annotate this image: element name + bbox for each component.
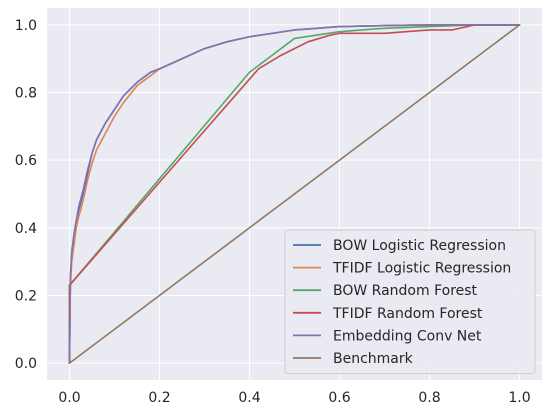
tick-labels: 0.0 0.2 0.4 0.6 0.8 1.0 0.0 0.2 0.4 0.6 0.8 1.0 — [15, 18, 531, 406]
legend-label: TFIDF Random Forest — [332, 306, 483, 322]
x-tick-label: 0.8 — [418, 390, 440, 406]
x-tick-label: 0.4 — [238, 390, 260, 406]
y-tick-label: 0.8 — [15, 86, 37, 102]
legend-label: BOW Logistic Regression — [333, 238, 506, 254]
y-tick-label: 1.0 — [15, 18, 37, 34]
legend-label: Benchmark — [333, 351, 414, 367]
legend-label: Embedding Conv Net — [333, 328, 482, 344]
series-line-benchmark — [68, 24, 521, 364]
series-line-embedding-conv-net — [68, 24, 521, 364]
x-tick-label: 0.0 — [58, 390, 80, 406]
series-lines — [68, 24, 521, 364]
y-tick-label: 0.2 — [15, 288, 37, 304]
legend-label: TFIDF Logistic Regression — [332, 261, 511, 277]
y-tick-label: 0.6 — [15, 153, 37, 169]
series-line-tfidf-random-forest — [68, 24, 521, 364]
x-tick-label: 0.2 — [148, 390, 170, 406]
legend-label: BOW Random Forest — [333, 283, 478, 299]
y-tick-label: 0.0 — [15, 356, 37, 372]
legend: BOW Logistic Regression TFIDF Logistic Re… — [284, 229, 536, 375]
y-tick-label: 0.4 — [15, 221, 37, 237]
x-tick-label: 1.0 — [508, 390, 530, 406]
series-line-bow-random-forest — [68, 24, 521, 364]
legend-box — [284, 229, 536, 375]
grid-lines — [47, 8, 542, 380]
x-tick-label: 0.6 — [328, 390, 350, 406]
